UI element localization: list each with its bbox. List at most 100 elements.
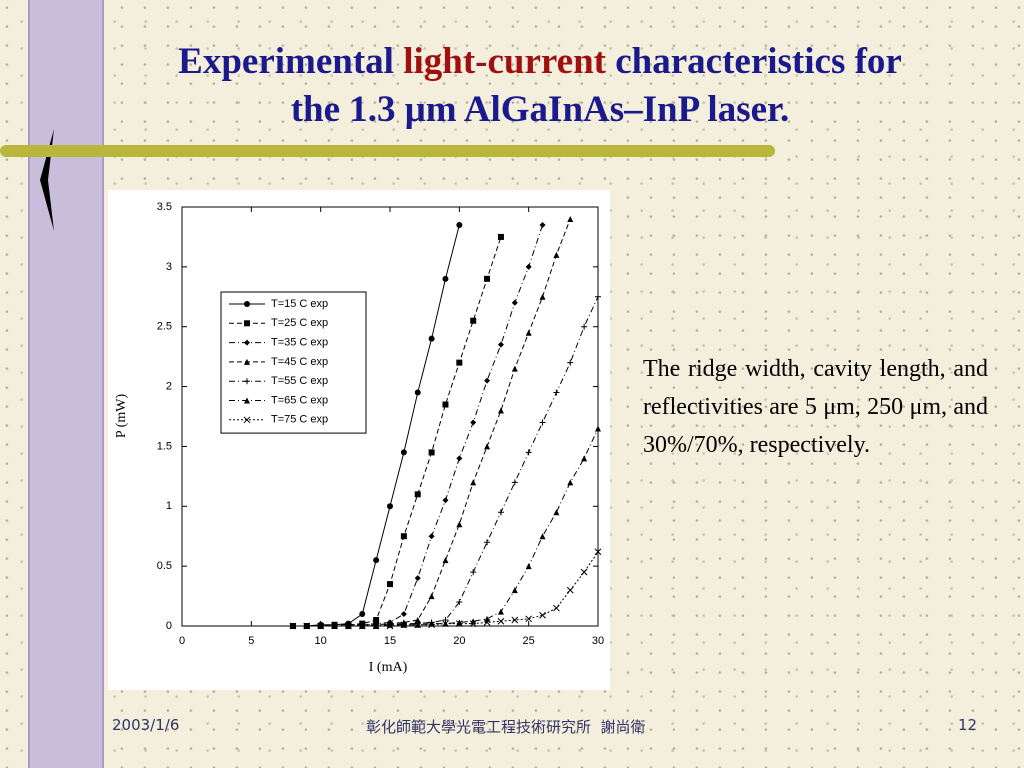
marker <box>484 539 491 546</box>
marker <box>442 620 449 627</box>
title-highlight: light-current <box>403 41 606 82</box>
marker <box>372 622 380 630</box>
marker <box>243 416 251 424</box>
marker <box>428 533 435 540</box>
marker <box>525 329 532 336</box>
marker <box>553 604 560 612</box>
marker <box>244 397 250 404</box>
marker <box>428 593 435 600</box>
marker <box>414 617 421 624</box>
x-tick-label: 25 <box>523 635 535 647</box>
y-axis-label: P (mW) <box>114 394 129 439</box>
divider-bar <box>0 145 775 157</box>
marker <box>595 425 601 432</box>
marker <box>428 335 435 342</box>
side-bar <box>28 0 104 768</box>
marker <box>386 622 394 630</box>
marker <box>428 621 435 629</box>
marker <box>244 320 250 327</box>
marker <box>400 621 408 629</box>
body-text: The ridge width, cavity length, and refl… <box>643 356 988 458</box>
marker <box>387 581 393 588</box>
marker <box>455 620 463 627</box>
marker <box>456 599 463 606</box>
marker <box>484 377 491 384</box>
legend-label: T=65 C exp <box>271 394 328 406</box>
y-tick-label: 2 <box>166 380 172 392</box>
y-tick-label: 0 <box>166 620 172 632</box>
marker <box>414 621 422 629</box>
y-tick-label: 0.5 <box>157 560 172 572</box>
marker <box>511 479 518 486</box>
marker <box>497 617 505 625</box>
legend-label: T=55 C exp <box>271 375 328 387</box>
marker <box>539 419 546 426</box>
y-tick-label: 3 <box>166 261 172 273</box>
marker <box>289 622 297 630</box>
marker <box>345 622 352 630</box>
marker <box>566 586 574 594</box>
marker <box>525 449 532 456</box>
marker <box>456 619 463 626</box>
series-line <box>292 428 599 627</box>
legend-label: T=25 C exp <box>271 317 328 329</box>
marker <box>414 575 421 582</box>
x-tick-label: 20 <box>453 635 465 647</box>
marker <box>553 389 560 396</box>
marker <box>483 619 491 626</box>
marker <box>244 378 250 385</box>
marker <box>428 620 435 627</box>
marker <box>400 533 407 540</box>
marker <box>428 449 435 456</box>
y-tick-label: 2.5 <box>157 321 172 333</box>
marker <box>387 503 393 510</box>
marker <box>525 615 533 623</box>
marker <box>442 275 449 282</box>
marker <box>525 563 532 570</box>
title-text: Experimental <box>178 41 404 82</box>
marker <box>497 608 504 615</box>
marker <box>497 341 504 348</box>
marker <box>358 622 366 630</box>
marker <box>567 359 574 366</box>
marker <box>539 293 546 300</box>
marker <box>511 365 518 372</box>
marker <box>511 299 518 306</box>
marker <box>244 301 250 307</box>
marker <box>511 587 518 594</box>
marker <box>442 401 449 408</box>
marker <box>456 455 463 462</box>
legend-label: T=75 C exp <box>271 414 328 426</box>
marker <box>497 233 504 240</box>
marker <box>580 568 588 576</box>
legend-box <box>220 291 367 434</box>
footer-page: 12 <box>958 716 978 734</box>
marker <box>484 275 491 282</box>
marker <box>414 491 421 498</box>
footer-org: 彰化師範大學光電工程技術研究所 謝尚衛 <box>366 718 646 736</box>
x-tick-label: 10 <box>315 635 327 647</box>
marker <box>470 317 477 324</box>
marker <box>456 359 463 366</box>
marker <box>553 509 560 516</box>
series-line <box>292 236 502 627</box>
title-text: characteristics for <box>605 41 902 82</box>
marker <box>539 533 546 540</box>
marker <box>469 620 477 627</box>
x-tick-label: 15 <box>384 635 396 647</box>
marker <box>442 557 449 564</box>
marker <box>387 621 393 628</box>
legend-label: T=45 C exp <box>271 356 328 368</box>
marker <box>359 611 366 618</box>
marker <box>567 479 574 486</box>
marker <box>400 611 407 618</box>
y-tick-label: 1 <box>166 500 172 512</box>
x-tick-label: 0 <box>179 635 185 647</box>
marker <box>244 339 250 346</box>
marker <box>470 419 477 426</box>
marker <box>595 293 601 300</box>
marker <box>373 557 380 564</box>
marker <box>567 215 574 222</box>
marker <box>581 323 588 330</box>
